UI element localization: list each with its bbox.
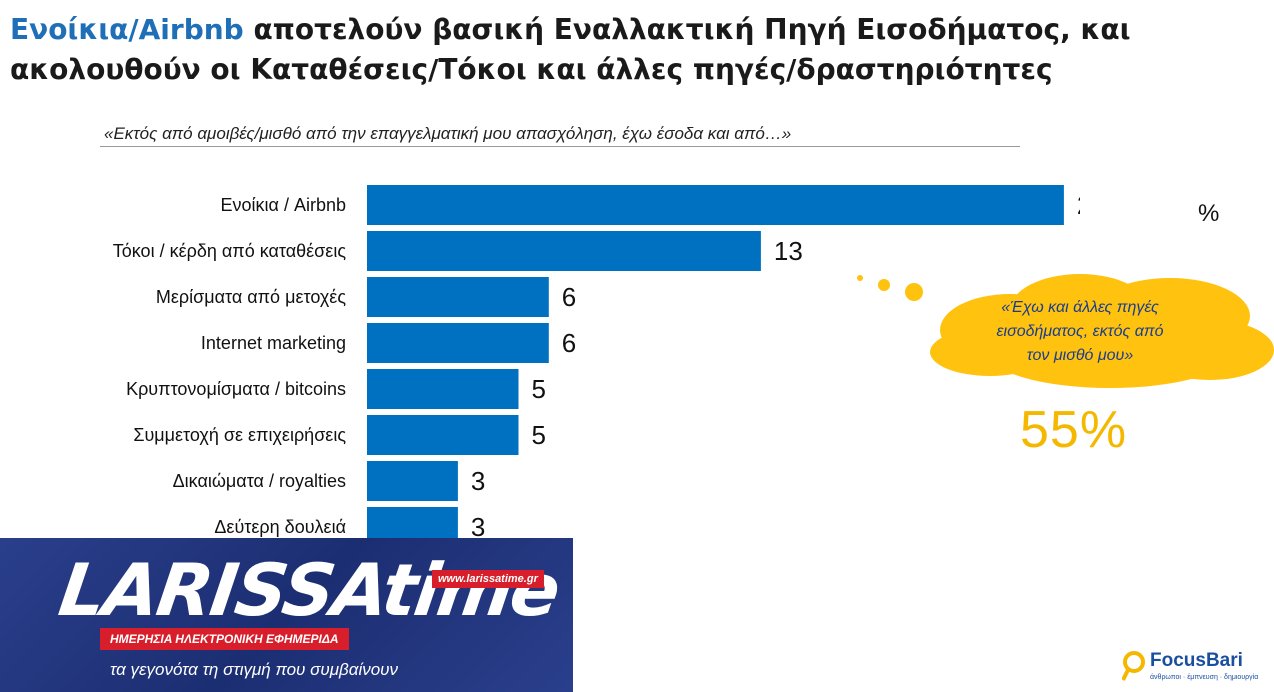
bar <box>367 277 549 317</box>
category-label: Κρυπτονομίσματα / bitcoins <box>126 379 346 399</box>
banner-tagline: τα γεγονότα τη στιγμή που συμβαίνουν <box>110 660 399 679</box>
callout-line: εισοδήματος, εκτός από <box>996 323 1164 340</box>
focusbari-logo: FocusBari άνθρωποι · έμπνευση · δημιουργ… <box>1122 650 1272 690</box>
value-label: 3 <box>471 512 485 540</box>
larissatime-logo: LARISSAtime <box>54 548 564 632</box>
magnifier-icon <box>1122 651 1145 681</box>
callout-text: «Έχω και άλλες πηγές εισοδήματος, εκτός … <box>940 296 1220 368</box>
category-label: Τόκοι / κέρδη από καταθέσεις <box>113 241 347 261</box>
category-label: Ενοίκια / Airbnb <box>221 195 346 215</box>
category-label: Internet marketing <box>201 333 346 353</box>
category-label: Συμμετοχή σε επιχειρήσεις <box>133 425 346 445</box>
banner-daily: ΗΜΕΡΗΣΙΑ ΗΛΕΚΤΡΟΝΙΚΗ ΕΦΗΜΕΡΙΔΑ <box>100 628 349 650</box>
title-rest: αποτελούν βασική Εναλλακτική Πηγή Εισοδή… <box>10 13 1131 86</box>
thought-cloud <box>857 274 1274 388</box>
callout-line: «Έχω και άλλες πηγές <box>1001 299 1159 316</box>
divider <box>100 146 1020 147</box>
bar-chart: Ενοίκια / Airbnb 23 Τόκοι / κέρδη από κατα… <box>113 185 1080 540</box>
callout-value: 55% <box>1020 401 1128 459</box>
brand-sub: άνθρωποι · έμπνευση · δημιουργία <box>1150 674 1259 681</box>
larissatime-banner: LARISSAtime www.larissatime.gr ΗΜΕΡΗΣΙΑ … <box>0 538 573 692</box>
value-label: 13 <box>774 236 803 266</box>
value-label: 6 <box>562 328 576 358</box>
category-label: Δικαιώματα / royalties <box>173 471 346 491</box>
page-title: Ενοίκια/Airbnb αποτελούν βασική Εναλλακτ… <box>10 10 1270 90</box>
category-label: Μερίσματα από μετοχές <box>156 287 346 307</box>
callout-line: τον μισθό μου» <box>1026 347 1134 364</box>
bar <box>367 323 549 363</box>
chart-question: «Εκτός από αμοιβές/μισθό από την επαγγελ… <box>104 124 792 143</box>
value-label: 5 <box>532 420 546 450</box>
bar <box>367 415 519 455</box>
value-label: 23 <box>1077 190 1080 220</box>
bar <box>367 461 458 501</box>
category-label: Δεύτερη δουλειά <box>214 517 346 537</box>
unit-label: % <box>1198 200 1220 227</box>
bar <box>367 185 1064 225</box>
bar <box>367 231 761 271</box>
bar <box>367 369 519 409</box>
banner-url: www.larissatime.gr <box>432 570 544 588</box>
value-label: 5 <box>532 374 546 404</box>
bar <box>367 507 458 540</box>
brand-name: FocusBari <box>1150 650 1243 671</box>
value-label: 3 <box>471 466 485 496</box>
title-highlight: Ενοίκια/Airbnb <box>10 13 244 46</box>
value-label: 6 <box>562 282 576 312</box>
